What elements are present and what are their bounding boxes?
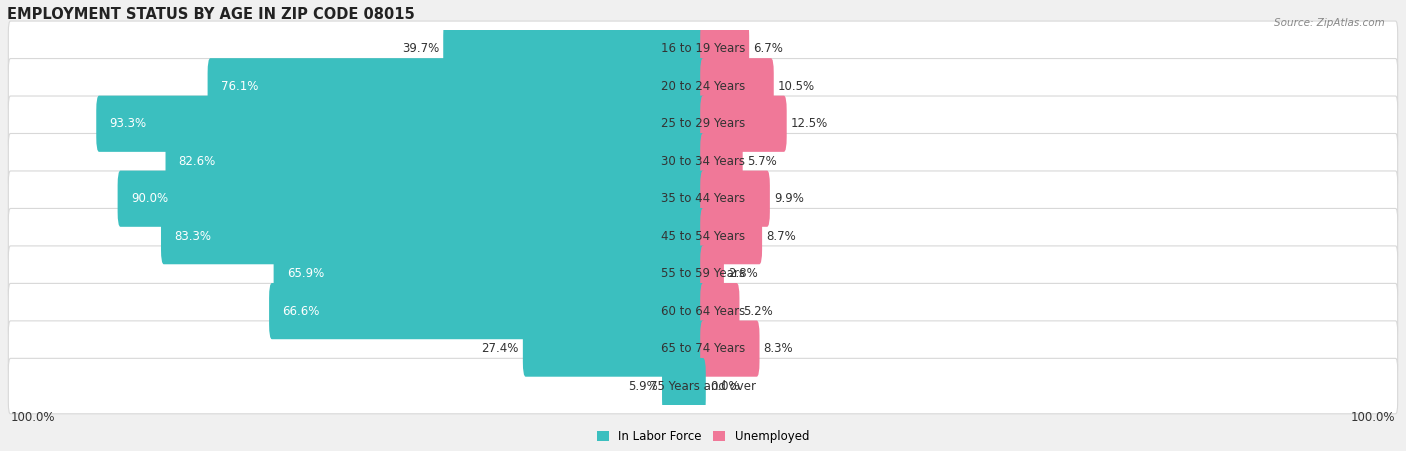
Text: 90.0%: 90.0% (131, 192, 167, 205)
Text: 66.6%: 66.6% (283, 304, 319, 318)
FancyBboxPatch shape (162, 208, 706, 264)
Text: 55 to 59 Years: 55 to 59 Years (661, 267, 745, 280)
FancyBboxPatch shape (8, 96, 1398, 152)
Text: 5.2%: 5.2% (744, 304, 773, 318)
FancyBboxPatch shape (8, 208, 1398, 264)
FancyBboxPatch shape (8, 359, 1398, 414)
Text: 8.7%: 8.7% (766, 230, 796, 243)
Text: 45 to 54 Years: 45 to 54 Years (661, 230, 745, 243)
FancyBboxPatch shape (700, 21, 749, 77)
FancyBboxPatch shape (700, 321, 759, 377)
Text: 76.1%: 76.1% (221, 80, 259, 93)
FancyBboxPatch shape (8, 246, 1398, 301)
Text: 5.9%: 5.9% (628, 380, 658, 392)
FancyBboxPatch shape (700, 96, 787, 152)
Text: 82.6%: 82.6% (179, 155, 217, 168)
Text: 20 to 24 Years: 20 to 24 Years (661, 80, 745, 93)
Text: 83.3%: 83.3% (174, 230, 211, 243)
FancyBboxPatch shape (700, 133, 742, 189)
Text: 35 to 44 Years: 35 to 44 Years (661, 192, 745, 205)
FancyBboxPatch shape (166, 133, 706, 189)
Text: 39.7%: 39.7% (402, 42, 439, 55)
Text: 25 to 29 Years: 25 to 29 Years (661, 117, 745, 130)
FancyBboxPatch shape (269, 283, 706, 339)
Text: 10.5%: 10.5% (778, 80, 815, 93)
FancyBboxPatch shape (274, 245, 706, 302)
Text: 27.4%: 27.4% (481, 342, 519, 355)
FancyBboxPatch shape (96, 96, 706, 152)
Text: 2.8%: 2.8% (728, 267, 758, 280)
Text: 100.0%: 100.0% (1351, 411, 1396, 424)
FancyBboxPatch shape (118, 170, 706, 227)
FancyBboxPatch shape (700, 170, 770, 227)
FancyBboxPatch shape (662, 358, 706, 414)
Text: 9.9%: 9.9% (775, 192, 804, 205)
FancyBboxPatch shape (8, 171, 1398, 226)
Legend: In Labor Force, Unemployed: In Labor Force, Unemployed (592, 425, 814, 448)
FancyBboxPatch shape (700, 58, 773, 115)
FancyBboxPatch shape (8, 21, 1398, 77)
FancyBboxPatch shape (700, 245, 724, 302)
Text: 0.0%: 0.0% (710, 380, 740, 392)
FancyBboxPatch shape (700, 283, 740, 339)
Text: 6.7%: 6.7% (754, 42, 783, 55)
Text: Source: ZipAtlas.com: Source: ZipAtlas.com (1274, 18, 1385, 28)
FancyBboxPatch shape (8, 321, 1398, 376)
FancyBboxPatch shape (443, 21, 706, 77)
Text: 30 to 34 Years: 30 to 34 Years (661, 155, 745, 168)
Text: 8.3%: 8.3% (763, 342, 793, 355)
FancyBboxPatch shape (208, 58, 706, 115)
Text: EMPLOYMENT STATUS BY AGE IN ZIP CODE 08015: EMPLOYMENT STATUS BY AGE IN ZIP CODE 080… (7, 7, 415, 22)
Text: 60 to 64 Years: 60 to 64 Years (661, 304, 745, 318)
Text: 16 to 19 Years: 16 to 19 Years (661, 42, 745, 55)
Text: 65 to 74 Years: 65 to 74 Years (661, 342, 745, 355)
FancyBboxPatch shape (700, 208, 762, 264)
FancyBboxPatch shape (8, 59, 1398, 114)
Text: 93.3%: 93.3% (110, 117, 146, 130)
Text: 100.0%: 100.0% (10, 411, 55, 424)
Text: 12.5%: 12.5% (792, 117, 828, 130)
FancyBboxPatch shape (8, 133, 1398, 189)
Text: 75 Years and over: 75 Years and over (650, 380, 756, 392)
FancyBboxPatch shape (523, 321, 706, 377)
Text: 5.7%: 5.7% (747, 155, 776, 168)
Text: 65.9%: 65.9% (287, 267, 325, 280)
FancyBboxPatch shape (8, 283, 1398, 339)
